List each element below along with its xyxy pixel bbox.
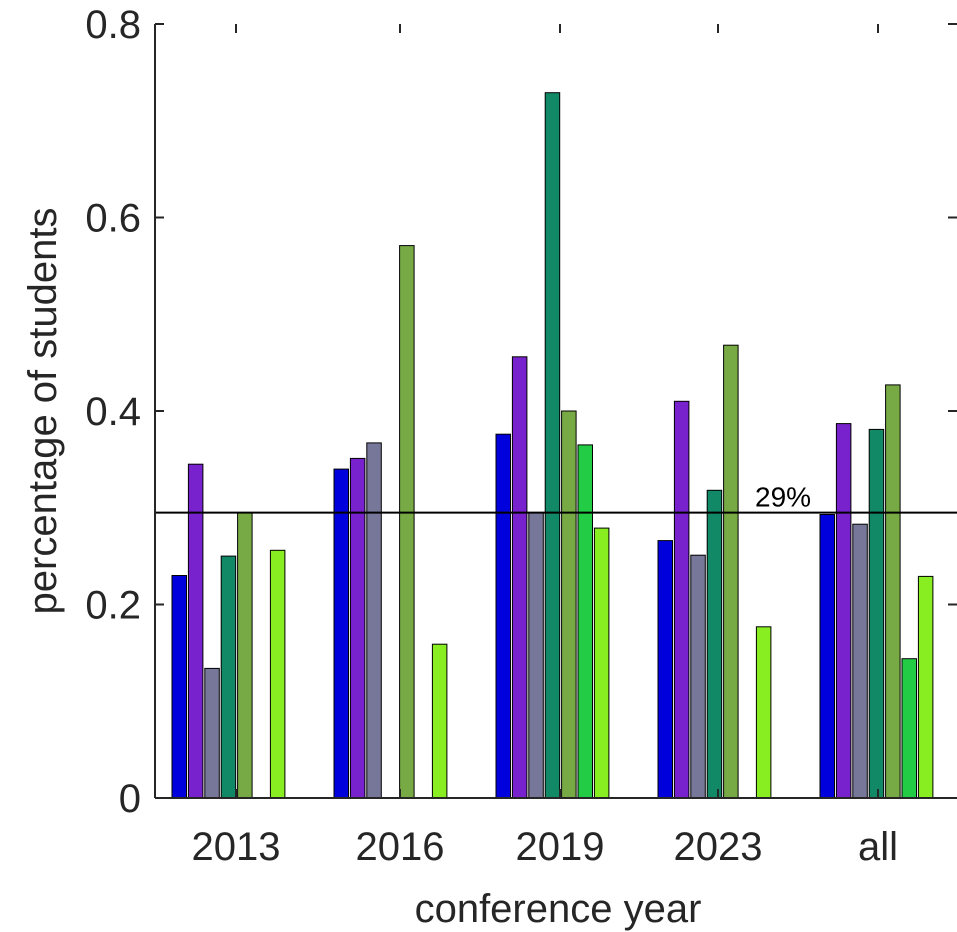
bar-all-series-6	[901, 658, 917, 799]
bar-2013-series-4	[220, 555, 237, 799]
x-tick-label: 2019	[516, 825, 605, 869]
bar-2023-series-7	[755, 626, 772, 799]
bar-2013-series-3	[204, 667, 220, 799]
bar-2019-series-4	[544, 92, 561, 799]
bar-2013-series-7	[269, 549, 286, 799]
bar-2019-series-6	[577, 444, 593, 799]
x-axis-label: conference year	[415, 887, 702, 931]
y-ticks-group: 0 0.2 0.4 0.6 0.8	[85, 3, 957, 821]
bar-2013-series-2	[187, 463, 204, 799]
bar-all-series-2	[835, 423, 852, 799]
bar-2013-series-5	[237, 512, 253, 799]
y-tick-label: 0	[119, 777, 141, 821]
bar-2016-series-5	[399, 245, 415, 799]
y-tick-label: 0.8	[85, 3, 141, 47]
bar-all-series-3	[852, 523, 868, 799]
y-tick-label: 0.6	[85, 197, 141, 241]
bar-2023-series-2	[673, 400, 690, 799]
bar-2019-series-2	[511, 356, 528, 799]
x-tick-label: 2023	[674, 825, 763, 869]
bar-2013-series-1	[171, 575, 187, 799]
bar-2016-series-7	[431, 643, 448, 799]
reference-line-label: 29%	[755, 482, 811, 513]
bar-2019-series-5	[561, 410, 577, 799]
bars-group	[171, 92, 934, 799]
bar-2023-series-5	[723, 344, 739, 799]
x-tick-label: 2013	[192, 825, 281, 869]
x-tick-label: all	[858, 825, 898, 869]
bar-2016-series-3	[366, 442, 382, 799]
x-ticks-group: 2013 2016 2019 2023 all	[192, 24, 898, 869]
bar-all-series-5	[885, 384, 901, 799]
y-axis-label: percentage of students	[21, 208, 65, 615]
x-tick-label: 2016	[356, 825, 445, 869]
bar-2019-series-1	[495, 433, 511, 799]
y-tick-label: 0.4	[85, 390, 141, 434]
y-tick-label: 0.2	[85, 584, 141, 628]
bar-2023-series-3	[690, 554, 706, 799]
bar-2016-series-1	[333, 468, 349, 799]
bar-2019-series-7	[593, 527, 610, 799]
bar-2016-series-2	[349, 457, 366, 799]
bar-all-series-1	[819, 514, 835, 799]
bar-all-series-7	[917, 575, 934, 799]
bar-all-series-4	[868, 428, 885, 799]
bar-2023-series-4	[706, 489, 723, 799]
bar-2023-series-1	[657, 540, 673, 799]
bar-2019-series-3	[528, 512, 544, 799]
